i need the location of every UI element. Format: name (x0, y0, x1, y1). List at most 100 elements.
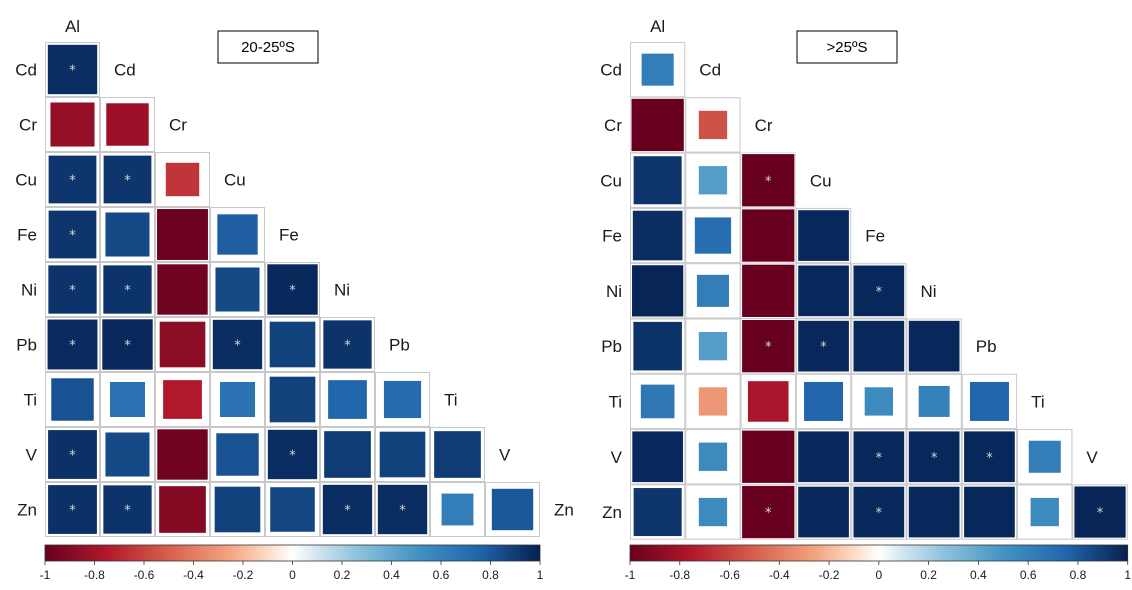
significance-mark: * (69, 339, 76, 354)
colorbar-tick-label: -0.2 (233, 568, 254, 582)
heatmap-cell (47, 429, 98, 480)
heatmap-cell (105, 102, 150, 147)
row-label: Ti (23, 391, 37, 410)
heatmap-cell (693, 216, 733, 255)
significance-mark: * (124, 174, 131, 189)
heatmap-cell (266, 428, 319, 481)
heatmap-cell (917, 384, 951, 418)
heatmap-cell (101, 318, 154, 371)
colorbar-tick-label: 1 (537, 568, 544, 582)
heatmap-cell (907, 319, 961, 373)
heatmap-cell (852, 319, 906, 373)
chart-title: 20-25ºS (241, 39, 295, 56)
significance-mark: * (765, 340, 772, 355)
significance-mark: * (344, 339, 351, 354)
chart-title-box (796, 30, 898, 64)
heatmap-cell (440, 492, 475, 527)
colorbar-tick-label: -1 (625, 568, 636, 582)
heatmap-cell (741, 484, 796, 540)
heatmap-cell (269, 486, 316, 533)
diagonal-label: Ti (444, 391, 458, 410)
heatmap-cell (46, 43, 99, 96)
heatmap-cell (963, 485, 1016, 539)
colorbar-tick-label: -0.6 (134, 568, 155, 582)
heatmap-cell (963, 430, 1016, 484)
diagonal-label: V (1086, 448, 1098, 467)
heatmap-cell (852, 430, 906, 484)
colorbar-tick-label: -0.4 (183, 568, 204, 582)
significance-mark: * (69, 284, 76, 299)
heatmap-cell (741, 208, 796, 263)
row-label: Cu (600, 171, 622, 190)
colorbar-tick-label: 0.8 (1070, 568, 1087, 582)
heatmap-cell (104, 211, 151, 258)
row-label: Pb (16, 336, 37, 355)
correlation-chart-1: 20-25ºS Al Cd * Cd Cr Cr Cu * * Cu Fe * Fe Ni * * * Ni Pb * *… (15, 17, 574, 582)
row-label: Cd (600, 61, 622, 80)
heatmap-cell (218, 380, 257, 419)
colorbar-tick-label: -0.4 (769, 568, 790, 582)
row-label: Cu (15, 171, 37, 190)
colorbar (629, 544, 1129, 562)
significance-mark: * (289, 449, 296, 464)
colorbar-tick-label: 0.6 (1020, 568, 1037, 582)
diagonal-label: Ni (334, 281, 350, 300)
heatmap-cell (266, 263, 319, 316)
heatmap-cell (268, 320, 317, 369)
colorbar-tick-label: 0 (876, 568, 883, 582)
heatmap-cell (50, 377, 95, 422)
heatmap-cell (321, 483, 374, 536)
heatmap-cell (852, 264, 906, 318)
heatmap-cell (102, 484, 153, 535)
significance-mark: * (820, 340, 827, 355)
heatmap-cell (697, 109, 729, 141)
row-label: Zn (17, 501, 37, 520)
diagonal-label: Cu (224, 171, 246, 190)
heatmap-cell (162, 379, 203, 420)
heatmap-cell (214, 266, 261, 313)
heatmap-cell (102, 264, 153, 315)
heatmap-cell (632, 320, 683, 372)
heatmap-cell (863, 386, 895, 417)
significance-mark: * (289, 284, 296, 299)
heatmap-cell (490, 487, 535, 532)
heatmap-cell (968, 380, 1010, 422)
colorbar-tick-label: 0.6 (433, 568, 450, 582)
significance-mark: * (1097, 506, 1104, 521)
significance-mark: * (876, 451, 883, 466)
significance-mark: * (69, 174, 76, 189)
significance-mark: * (876, 506, 883, 521)
heatmap-cell (46, 318, 99, 371)
heatmap-cell (47, 209, 98, 260)
row-label: Ti (608, 392, 622, 411)
heatmap-cell (1029, 496, 1060, 528)
heatmap-cell (323, 430, 372, 479)
heatmap-cell (322, 319, 373, 370)
heatmap-cell (47, 154, 98, 205)
heatmap-cell (1073, 485, 1127, 539)
significance-mark: * (931, 451, 938, 466)
row-label: Pb (601, 337, 622, 356)
heatmap-cell (797, 485, 850, 539)
colorbar-tick-label: 0.8 (482, 568, 499, 582)
heatmap-cell (631, 430, 685, 484)
significance-mark: * (124, 504, 131, 519)
heatmap-cell (631, 209, 684, 262)
heatmap-cell (639, 383, 676, 420)
colorbar-tick-label: 0.2 (334, 568, 351, 582)
heatmap-cell (158, 320, 207, 369)
diagonal-label: Pb (976, 337, 997, 356)
colorbar-tick-label: 0.4 (970, 568, 987, 582)
heatmap-cell (803, 380, 845, 422)
heatmap-cell (697, 386, 729, 417)
heatmap-cell (907, 430, 961, 484)
colorbar-tick-label: 1 (1124, 568, 1131, 582)
row-label: Zn (602, 503, 622, 522)
heatmap-cell (382, 379, 423, 420)
colorbar-tick-label: -0.8 (84, 568, 105, 582)
diagonal-label: Fe (279, 226, 299, 245)
heatmap-cell (156, 263, 209, 316)
column-label-top: Al (650, 17, 665, 36)
heatmap-cell (741, 263, 796, 319)
